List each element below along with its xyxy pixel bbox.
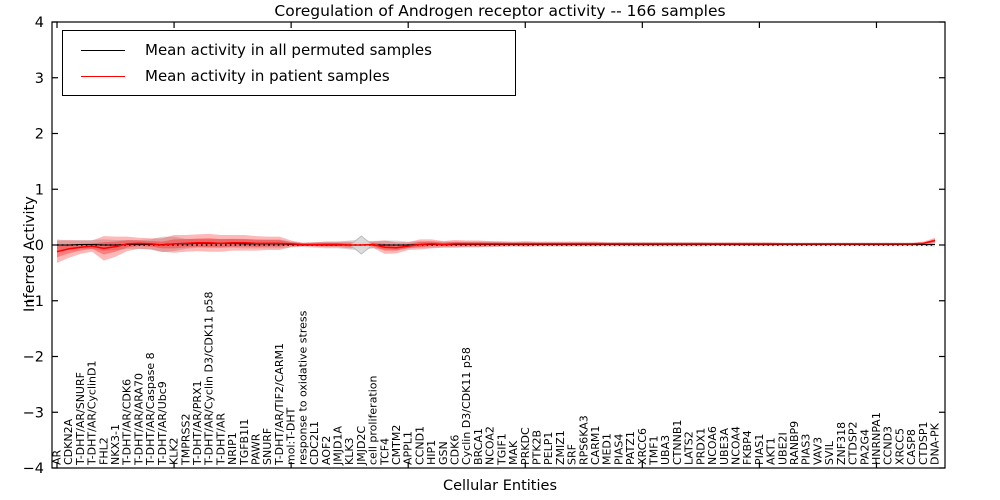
x-category-label: RANBP9 xyxy=(788,421,801,465)
y-tick-label: −3 xyxy=(23,405,44,421)
x-category-label: KLK2 xyxy=(168,437,181,465)
y-tick-label: 2 xyxy=(35,127,44,143)
x-category-label: RPS6KA3 xyxy=(577,415,590,465)
x-category-label: CDKN2A xyxy=(62,418,75,465)
y-tick-label: 1 xyxy=(35,182,44,198)
x-category-label: PRDX1 xyxy=(694,428,707,465)
x-category-label: AOF2 xyxy=(320,436,333,465)
x-category-label: TCF4 xyxy=(378,438,391,466)
x-category-label: NCOA6 xyxy=(706,426,719,465)
patient-mean-line xyxy=(56,239,936,253)
x-category-label: SRF xyxy=(566,444,579,465)
y-tick-label: 0 xyxy=(35,238,44,254)
legend-line-sample-black-icon xyxy=(81,49,125,51)
legend-line-sample-red-icon xyxy=(81,75,125,77)
x-category-label: MED1 xyxy=(601,433,614,465)
x-category-label: response to oxidative stress xyxy=(296,310,309,465)
x-category-label: PELP1 xyxy=(542,432,555,465)
x-category-label: PA2G4 xyxy=(858,429,871,465)
x-category-label: PIAS3 xyxy=(800,434,813,465)
x-category-label: AR xyxy=(51,449,64,465)
x-category-label: DNA-PK xyxy=(929,422,942,465)
x-category-label: T-DHT/AR/TIF2/CARM1 xyxy=(273,343,286,466)
x-category-label: PRKDC xyxy=(519,427,532,465)
x-category-label: UBE2I xyxy=(776,432,789,465)
x-category-label: CTDSP2 xyxy=(847,422,860,465)
x-category-label: T-DHT/AR/Cyclin D3/CDK11 p58 xyxy=(203,291,216,466)
x-category-label: UBA3 xyxy=(659,435,672,465)
x-category-label: CDK6 xyxy=(449,435,462,465)
y-tick-label: −4 xyxy=(23,461,44,477)
x-axis-label: Cellular Entities xyxy=(442,478,558,494)
x-category-label: T-DHT/AR/SNURF xyxy=(74,372,87,466)
x-category-label: JMJD2C xyxy=(355,426,368,466)
x-category-label: MAK xyxy=(507,440,520,465)
x-category-label: CMTM2 xyxy=(390,425,403,465)
x-category-label: PATZ1 xyxy=(624,431,637,465)
legend: Mean activity in all permuted samples Me… xyxy=(62,30,516,96)
legend-label: Mean activity in patient samples xyxy=(145,67,390,85)
x-category-label: NKX3-1 xyxy=(109,424,122,465)
y-tick-label: 3 xyxy=(35,71,44,87)
x-category-label: T-DHT/AR xyxy=(214,413,227,466)
x-category-label: ZMIZ1 xyxy=(554,430,567,465)
chart-title: Coregulation of Androgen receptor activi… xyxy=(274,2,726,20)
x-category-label: TGIF1 xyxy=(495,433,508,466)
x-category-label: TMF1 xyxy=(648,435,661,466)
x-category-label: SNURF xyxy=(261,428,274,465)
x-category-label: XRCC5 xyxy=(893,428,906,465)
x-category-label: FKBP4 xyxy=(741,430,754,465)
x-category-label: T-DHT/AR/CDK6 xyxy=(121,379,134,466)
legend-item: Mean activity in all permuted samples xyxy=(71,41,507,59)
x-category-label: BRCA1 xyxy=(472,428,485,465)
x-category-label: T-DHT/AR/ARA70 xyxy=(132,373,145,466)
x-category-label: T-DHT/AR/PRX1 xyxy=(191,380,204,466)
x-category-label: CDC2L1 xyxy=(308,421,321,465)
x-category-label: CARM1 xyxy=(589,426,602,465)
x-category-label: T-DHT/AR/Caspase 8 xyxy=(144,352,157,466)
x-category-label: LATS2 xyxy=(683,431,696,465)
x-category-label: PIAS4 xyxy=(612,434,625,465)
x-category-label: APPL1 xyxy=(402,431,415,465)
y-tick-label: −1 xyxy=(23,294,44,310)
x-category-label: SVIL xyxy=(823,440,836,465)
x-category-label: CCND3 xyxy=(882,426,895,465)
x-category-label: CASP8 xyxy=(905,429,918,465)
x-category-label: FHL2 xyxy=(97,437,110,465)
x-category-label: NCOA4 xyxy=(729,426,742,465)
x-category-label: T-DHT/AR/CyclinD1 xyxy=(86,360,99,466)
x-category-label: PAWR xyxy=(250,433,263,465)
x-category-label: CTDSP1 xyxy=(917,422,930,465)
y-tick-label: −2 xyxy=(23,350,44,366)
x-category-label: UBE3A xyxy=(718,427,731,465)
x-category-label: ZNF318 xyxy=(835,422,848,465)
x-category-label: T-DHT/AR/Ubc9 xyxy=(156,381,169,466)
x-category-label: NRIP1 xyxy=(226,432,239,465)
legend-label: Mean activity in all permuted samples xyxy=(145,41,432,59)
x-category-label: AKT1 xyxy=(765,437,778,465)
y-axis-label: Inferred Activity xyxy=(22,196,38,312)
x-category-label: NCOA2 xyxy=(484,426,497,465)
x-category-label: GSN xyxy=(437,441,450,465)
legend-item: Mean activity in patient samples xyxy=(71,67,507,85)
x-category-label: TGFB1I1 xyxy=(238,419,251,466)
x-category-label: KLK3 xyxy=(343,437,356,465)
x-category-label: cell proliferation xyxy=(367,375,380,465)
y-tick-label: 4 xyxy=(35,15,44,31)
x-category-label: JMJD1A xyxy=(331,426,344,466)
x-category-label: VAV3 xyxy=(811,437,824,465)
x-category-label: HIP1 xyxy=(425,440,438,465)
x-category-label: TMPRSS2 xyxy=(179,414,192,466)
x-category-label: mol:T-DHT xyxy=(285,407,298,465)
x-category-label: PTK2B xyxy=(530,430,543,465)
x-category-label: CCND1 xyxy=(413,426,426,465)
x-category-label: XRCC6 xyxy=(636,428,649,465)
x-category-label: HNRNPA1 xyxy=(870,412,883,465)
x-category-label: CTNNB1 xyxy=(671,420,684,465)
patient-band-outer xyxy=(57,233,935,263)
x-category-label: Cyclin D3/CDK11 p58 xyxy=(460,347,473,465)
x-category-label: PIAS1 xyxy=(753,434,766,465)
